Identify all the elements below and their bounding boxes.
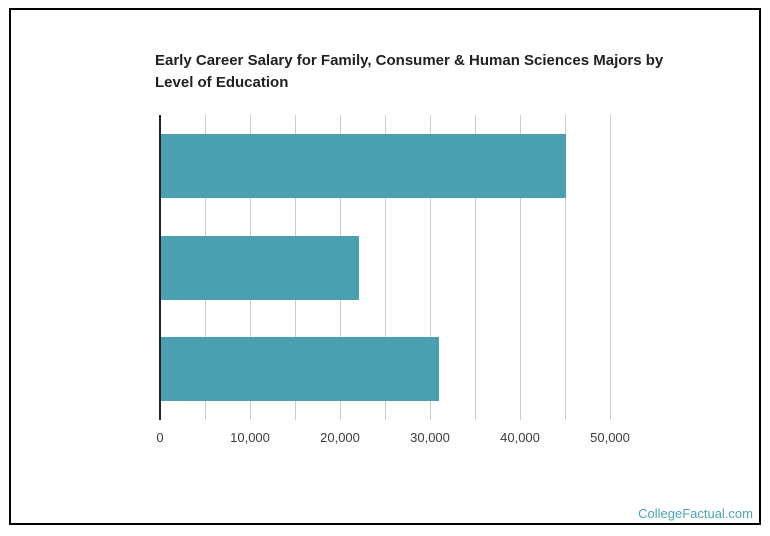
gridline bbox=[520, 115, 521, 420]
chart-title-line-1: Early Career Salary for Family, Consumer… bbox=[155, 52, 664, 69]
gridline bbox=[475, 115, 476, 420]
plot-area: 0 10,000 20,000 30,000 40,000 50,000 bbox=[156, 115, 630, 445]
gridline bbox=[565, 115, 566, 420]
gridline bbox=[430, 115, 431, 420]
x-axis-labels: 0 10,000 20,000 30,000 40,000 50,000 bbox=[156, 430, 630, 450]
gridline bbox=[385, 115, 386, 420]
x-tick-label: 0 bbox=[156, 430, 164, 445]
chart-title-line-2: Level of Education bbox=[155, 74, 289, 91]
x-tick-label: 10,000 bbox=[230, 430, 270, 445]
x-tick-label: 50,000 bbox=[590, 430, 630, 445]
gridline bbox=[610, 115, 611, 420]
y-axis-line bbox=[159, 115, 161, 420]
bar bbox=[160, 133, 566, 198]
image-border-frame bbox=[9, 8, 761, 525]
bar bbox=[160, 235, 359, 300]
watermark-collegefactual: CollegeFactual.com bbox=[638, 506, 753, 521]
bar bbox=[160, 337, 439, 402]
x-tick-label: 20,000 bbox=[320, 430, 360, 445]
x-tick-label: 40,000 bbox=[500, 430, 540, 445]
x-tick-label: 30,000 bbox=[410, 430, 450, 445]
chart-title: Early Career Salary for Family, Consumer… bbox=[155, 50, 664, 94]
